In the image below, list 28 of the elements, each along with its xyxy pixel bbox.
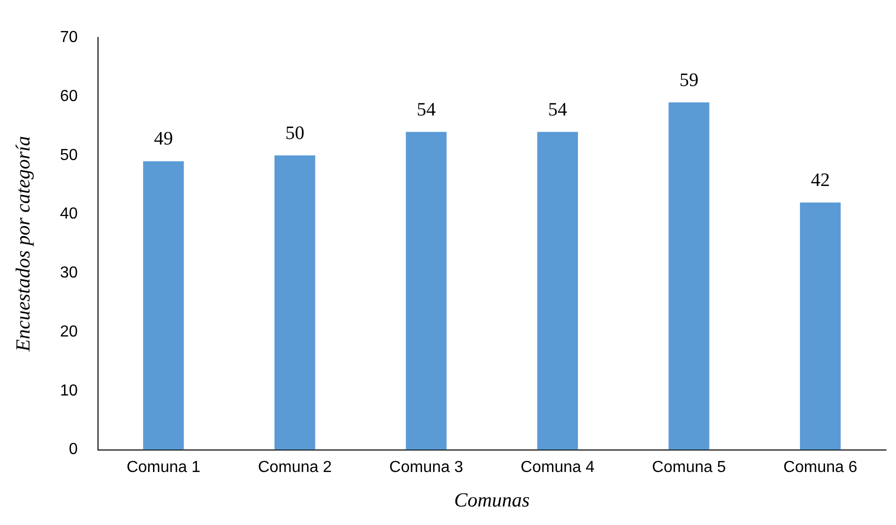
y-tick-label: 10 — [60, 382, 78, 400]
x-tick-label: Comuna 5 — [652, 458, 726, 476]
bar — [800, 202, 841, 450]
y-tick-label: 20 — [60, 323, 78, 340]
data-label: 42 — [810, 170, 830, 191]
y-tick-label: 0 — [68, 441, 78, 458]
x-tick-label: Comuna 3 — [389, 458, 464, 476]
x-tick-label: Comuna 1 — [126, 458, 200, 476]
x-axis-title: Comunas — [454, 489, 530, 512]
x-tick-label: Comuna 2 — [258, 458, 332, 476]
data-label: 54 — [416, 99, 436, 120]
data-label: 59 — [679, 70, 698, 91]
x-tick-label: Comuna 4 — [520, 458, 595, 476]
y-tick-label: 30 — [60, 264, 78, 282]
bar — [668, 102, 710, 450]
data-label: 54 — [548, 99, 568, 120]
y-tick-label: 70 — [60, 29, 78, 46]
bar — [143, 161, 184, 450]
x-tick-label: Comuna 6 — [783, 458, 858, 476]
y-axis-title: Encuestados por categoría — [12, 136, 34, 352]
data-label: 49 — [154, 128, 173, 150]
bar — [406, 132, 447, 450]
y-tick-label: 40 — [60, 206, 78, 223]
y-tick-label: 50 — [60, 146, 78, 164]
data-label: 50 — [285, 122, 304, 144]
bar — [274, 155, 316, 450]
y-tick-label: 60 — [60, 88, 78, 105]
bar — [537, 132, 578, 450]
